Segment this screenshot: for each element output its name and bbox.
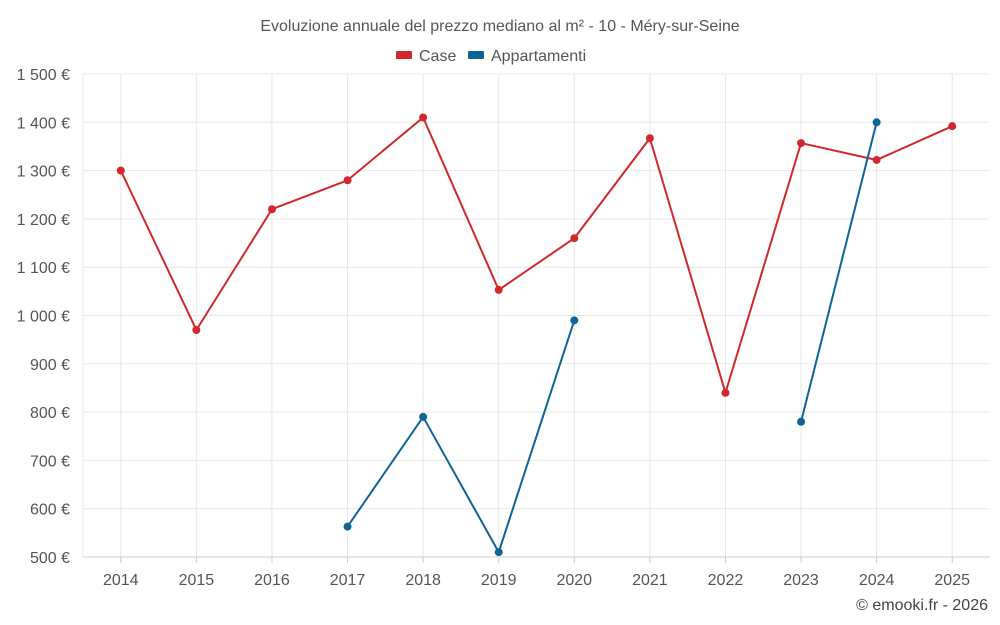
x-tick-label: 2021 bbox=[632, 572, 668, 589]
x-tick-label: 2020 bbox=[556, 572, 592, 589]
data-point-appartamenti-2017[interactable] bbox=[343, 522, 352, 531]
y-tick-label: 1 400 € bbox=[17, 115, 70, 132]
y-tick-label: 1 100 € bbox=[17, 260, 70, 277]
data-point-case-2023[interactable] bbox=[797, 139, 806, 148]
data-point-case-2015[interactable] bbox=[192, 325, 201, 334]
data-point-appartamenti-2020[interactable] bbox=[570, 316, 579, 325]
data-point-appartamenti-2019[interactable] bbox=[494, 548, 503, 557]
data-point-case-2025[interactable] bbox=[948, 122, 957, 131]
chart-title: Evoluzione annuale del prezzo mediano al… bbox=[260, 18, 739, 35]
legend-item-appartamenti[interactable]: Appartamenti bbox=[468, 48, 586, 65]
data-point-case-2017[interactable] bbox=[343, 176, 352, 185]
y-tick-label: 600 € bbox=[30, 502, 70, 519]
x-tick-label: 2025 bbox=[934, 572, 970, 589]
x-tick-label: 2019 bbox=[481, 572, 517, 589]
x-tick-label: 2016 bbox=[254, 572, 290, 589]
legend-item-case[interactable]: Case bbox=[396, 48, 456, 65]
axis-layer: 500 € 600 € 700 € 800 € 900 € 1 000 € 1 100 € 1… bbox=[17, 67, 990, 589]
y-tick-label: 1 000 € bbox=[17, 309, 70, 326]
y-tick-label: 1 200 € bbox=[17, 212, 70, 229]
data-point-appartamenti-2024[interactable] bbox=[872, 118, 881, 127]
y-tick-label: 500 € bbox=[30, 550, 70, 567]
x-tick-label: 2023 bbox=[783, 572, 819, 589]
y-tick-label: 800 € bbox=[30, 405, 70, 422]
series-line-appartamenti bbox=[800, 122, 878, 423]
series-line-case bbox=[119, 116, 953, 394]
data-point-appartamenti-2023[interactable] bbox=[797, 417, 806, 426]
credit-text: © emooki.fr - 2026 bbox=[856, 597, 988, 614]
x-tick-label: 2018 bbox=[405, 572, 441, 589]
y-tick-label: 700 € bbox=[30, 453, 70, 470]
grid-layer bbox=[82, 73, 990, 557]
data-point-case-2016[interactable] bbox=[267, 205, 276, 214]
data-point-case-2020[interactable] bbox=[570, 234, 579, 243]
legend-swatch-appartamenti bbox=[468, 51, 484, 59]
series-layer bbox=[116, 113, 957, 557]
data-point-case-2014[interactable] bbox=[116, 166, 125, 175]
data-point-case-2019[interactable] bbox=[494, 285, 503, 294]
data-point-appartamenti-2018[interactable] bbox=[419, 412, 428, 421]
data-point-case-2024[interactable] bbox=[872, 155, 881, 164]
data-point-case-2022[interactable] bbox=[721, 388, 730, 397]
legend-label-case: Case bbox=[419, 48, 456, 65]
y-tick-label: 900 € bbox=[30, 357, 70, 374]
data-point-case-2021[interactable] bbox=[645, 134, 654, 143]
x-tick-label: 2014 bbox=[103, 572, 139, 589]
x-tick-label: 2024 bbox=[859, 572, 895, 589]
x-tick-label: 2017 bbox=[330, 572, 366, 589]
data-point-case-2018[interactable] bbox=[419, 113, 428, 122]
x-tick-label: 2022 bbox=[708, 572, 744, 589]
series-line-appartamenti bbox=[346, 320, 576, 554]
legend-swatch-case bbox=[396, 51, 412, 59]
x-tick-label: 2015 bbox=[179, 572, 215, 589]
y-tick-label: 1 500 € bbox=[17, 67, 70, 84]
legend-label-appartamenti: Appartamenti bbox=[491, 48, 586, 65]
legend: Case Appartamenti bbox=[396, 48, 586, 65]
y-tick-label: 1 300 € bbox=[17, 164, 70, 181]
